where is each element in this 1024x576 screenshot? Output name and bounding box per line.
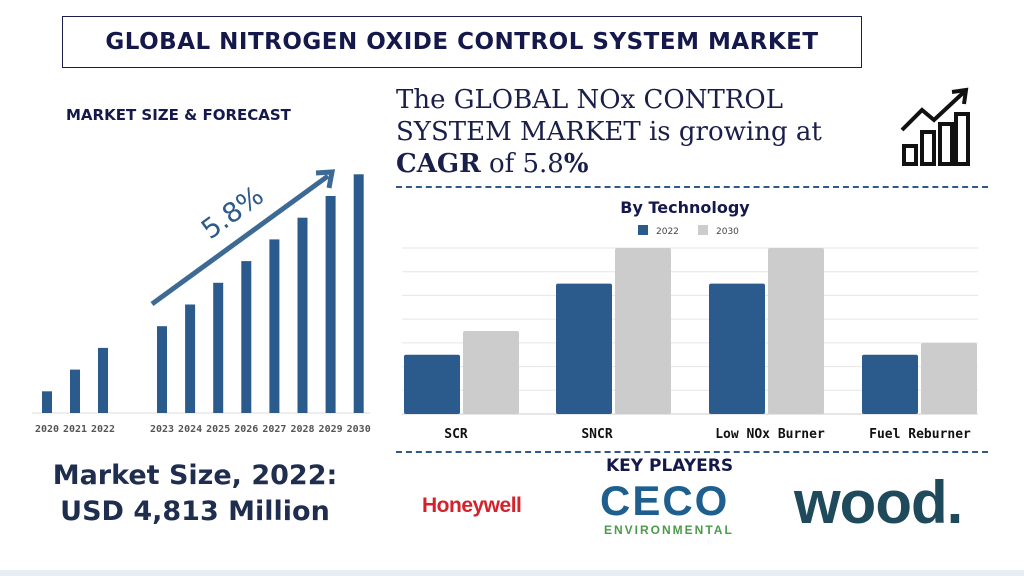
x-tick-label: 2025 — [206, 424, 230, 435]
trend-arrow — [150, 173, 330, 307]
footer-bar — [0, 570, 1024, 576]
bar-fuel-reburner-2030 — [921, 342, 977, 414]
x-tick-label: Fuel Reburner — [869, 427, 971, 442]
ceco-logo-subtitle: ENVIRONMENTAL — [604, 523, 734, 537]
bar-2020 — [42, 391, 52, 413]
x-tick-label: 2027 — [262, 424, 286, 435]
bar-2028 — [297, 217, 308, 413]
bar-2026 — [241, 261, 252, 413]
bar-2022 — [98, 347, 108, 413]
bar-scr-2030 — [463, 331, 519, 414]
x-tick-label: SCR — [444, 427, 468, 442]
wood-logo: wood. — [794, 469, 963, 536]
cagr-pct: % — [563, 149, 589, 179]
headline-line2: SYSTEM MARKET is growing at — [396, 117, 822, 147]
bar-2029 — [325, 196, 336, 413]
x-tick-label: 2030 — [347, 424, 371, 435]
bar-2021 — [70, 369, 80, 413]
x-tick-label: 2028 — [290, 424, 314, 435]
x-tick-label: Low NOx Burner — [715, 427, 825, 442]
bar-scr-2022 — [404, 354, 460, 414]
headline-line1: The GLOBAL NOx CONTROL — [396, 85, 783, 115]
market-size-line1: Market Size, 2022: — [52, 460, 338, 491]
honeywell-logo: Honeywell — [422, 494, 522, 517]
bar-sncr-2030 — [615, 248, 671, 414]
bar-2023 — [157, 326, 167, 413]
legend-label: 2022 — [656, 227, 679, 237]
market-size-value: Market Size, 2022: USD 4,813 Million — [10, 458, 380, 530]
bar-low-nox-burner-2030 — [768, 248, 824, 414]
x-tick-label: 2022 — [91, 424, 115, 435]
x-tick-label: 2026 — [234, 424, 258, 435]
market-size-label: MARKET SIZE & FORECAST — [66, 106, 291, 124]
bar-2030 — [353, 174, 364, 413]
growth-chart-icon — [900, 87, 970, 166]
legend-swatch-2022 — [638, 225, 648, 235]
technology-chart: By Technology 2022 2030 SCR SNCR Low NOx Burn… — [402, 198, 978, 442]
x-tick-label: 2024 — [178, 424, 202, 435]
x-tick-label: 2021 — [63, 424, 87, 435]
market-size-line2: USD 4,813 Million — [60, 496, 330, 527]
x-tick-label: SNCR — [581, 427, 612, 442]
cagr-word: CAGR — [396, 149, 481, 179]
bar-fuel-reburner-2022 — [862, 354, 918, 414]
headline: The GLOBAL NOx CONTROL SYSTEM MARKET is … — [396, 84, 822, 180]
divider — [396, 451, 988, 453]
legend-swatch-2030 — [698, 225, 708, 235]
bar-2025 — [213, 282, 224, 413]
cagr-value: of 5.8 — [480, 149, 564, 179]
key-players-label: KEY PLAYERS — [606, 456, 734, 476]
x-tick-label: 2020 — [35, 424, 59, 435]
bar-2027 — [269, 239, 280, 413]
arrow-head — [315, 169, 336, 189]
ceco-logo: CECO — [600, 477, 730, 524]
x-tick-label: 2029 — [319, 424, 343, 435]
chart-title: By Technology — [620, 198, 750, 217]
bar-2024 — [185, 304, 196, 413]
bar-sncr-2022 — [556, 283, 612, 414]
bar-low-nox-burner-2022 — [709, 283, 765, 414]
legend-label: 2030 — [716, 227, 739, 237]
page-title: GLOBAL NITROGEN OXIDE CONTROL SYSTEM MAR… — [62, 16, 862, 68]
cagr-annotation: 5.8% — [196, 180, 270, 245]
market-forecast-chart: 2020 2021 2022 2023 2024 2025 2026 2027 2028 2029… — [32, 169, 371, 435]
x-tick-label: 2023 — [150, 424, 174, 435]
divider — [396, 186, 988, 188]
